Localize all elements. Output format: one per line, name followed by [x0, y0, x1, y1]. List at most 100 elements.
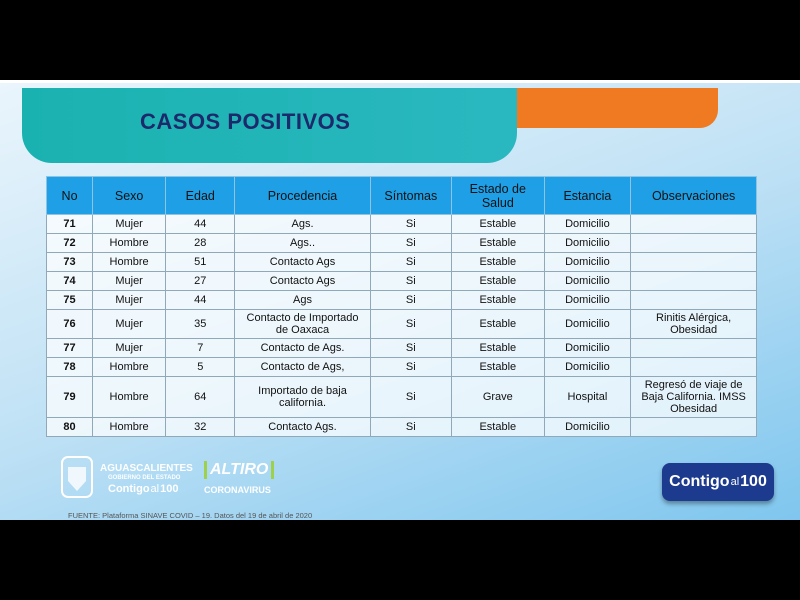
left-slogan: Contigoal100	[108, 483, 178, 495]
campaign: ALTIRO	[204, 461, 275, 479]
table-cell	[630, 252, 757, 272]
table-cell: Domicilio	[543, 252, 632, 272]
column-header: Procedencia	[234, 176, 371, 215]
table-cell: Estable	[451, 233, 545, 253]
table-cell: 32	[165, 417, 236, 437]
slogan-al: al	[150, 483, 160, 495]
table-cell: Hospital	[543, 376, 632, 418]
table-cell	[630, 357, 757, 377]
table-cell: Si	[369, 233, 453, 253]
table-cell: Mujer	[92, 214, 167, 234]
table-cell: Rinitis Alérgica, Obesidad	[630, 309, 757, 339]
column-header: Estancia	[543, 176, 632, 215]
table-cell: 75	[45, 290, 94, 310]
table-cell: Ags	[234, 290, 371, 310]
table-cell: 5	[165, 357, 236, 377]
table-cell: 77	[45, 338, 94, 358]
table-cell: Contacto de Ags,	[234, 357, 371, 377]
table-cell: Mujer	[92, 271, 167, 291]
table-cell: Ags..	[234, 233, 371, 253]
table-cell	[630, 417, 757, 437]
column-header: Observaciones	[630, 176, 757, 215]
table-cell: Hombre	[92, 357, 167, 377]
table-cell: Grave	[451, 376, 545, 418]
table-cell	[630, 290, 757, 310]
table-cell: Ags.	[234, 214, 371, 234]
table-cell: 74	[45, 271, 94, 291]
table-cell: 78	[45, 357, 94, 377]
column-header: Sexo	[92, 176, 167, 215]
table-cell: 72	[45, 233, 94, 253]
table-cell: Si	[369, 338, 453, 358]
table-body: 71 Mujer 44 Ags. Si Estable Domicilio 72 Hombre 2…	[45, 214, 757, 437]
table-cell: Estable	[451, 290, 545, 310]
campaign-sub: CORONAVIRUS	[204, 485, 271, 495]
table-cell: Domicilio	[543, 417, 632, 437]
table-cell: Si	[369, 290, 453, 310]
table-cell: Contacto de Importado de Oaxaca	[234, 309, 371, 339]
table-cell: Si	[369, 417, 453, 437]
table-cell: 73	[45, 252, 94, 272]
table-row: 79 Hombre 64 Importado de baja california. S…	[45, 376, 757, 418]
table-cell: Hombre	[92, 252, 167, 272]
table-cell: Estable	[451, 214, 545, 234]
slide: CASOS POSITIVOS No Sexo Edad Procedencia Sín…	[0, 80, 800, 520]
table-row: 77 Mujer 7 Contacto de Ags. Si Estable Domicil…	[45, 338, 757, 358]
table-cell	[630, 214, 757, 234]
column-header: Estado de Salud	[451, 176, 545, 215]
table-cell: Domicilio	[543, 271, 632, 291]
table-cell: Estable	[451, 252, 545, 272]
table-cell	[630, 338, 757, 358]
table-cell: Si	[369, 214, 453, 234]
table-cell	[630, 233, 757, 253]
badge-number: 100	[740, 473, 767, 490]
badge-al: al	[730, 476, 740, 488]
table-cell: Si	[369, 376, 453, 418]
table-cell	[630, 271, 757, 291]
table-cell: Importado de baja california.	[234, 376, 371, 418]
table-row: 78 Hombre 5 Contacto de Ags, Si Estable Domici…	[45, 357, 757, 377]
table-cell: Domicilio	[543, 290, 632, 310]
table-cell: Contacto Ags	[234, 252, 371, 272]
table-row: 73 Hombre 51 Contacto Ags Si Estable Domicilio	[45, 252, 757, 272]
table-cell: Estable	[451, 309, 545, 339]
table-row: 72 Hombre 28 Ags.. Si Estable Domicilio	[45, 233, 757, 253]
title: CASOS POSITIVOS	[140, 109, 351, 134]
table-cell: 79	[45, 376, 94, 418]
table-cell: Domicilio	[543, 357, 632, 377]
table-cell: 7	[165, 338, 236, 358]
table-cell: Si	[369, 252, 453, 272]
table-cell: Contacto de Ags.	[234, 338, 371, 358]
table-row: 74 Mujer 27 Contacto Ags Si Estable Domicilio	[45, 271, 757, 291]
table-cell: Domicilio	[543, 309, 632, 339]
state-name: AGUASCALIENTES	[100, 463, 193, 474]
table-cell: Estable	[451, 417, 545, 437]
table-cell: Mujer	[92, 290, 167, 310]
table-cell: 80	[45, 417, 94, 437]
table-row: 76 Mujer 35 Contacto de Importado de Oaxaca…	[45, 309, 757, 339]
table-cell: Mujer	[92, 338, 167, 358]
state-crest	[61, 456, 93, 498]
badge-word: Contigo	[669, 473, 730, 490]
table-cell: Estable	[451, 357, 545, 377]
table-cell: Contacto Ags.	[234, 417, 371, 437]
table-cell: Mujer	[92, 309, 167, 339]
table-cell: 71	[45, 214, 94, 234]
table-cell: Domicilio	[543, 214, 632, 234]
table-cell: Si	[369, 271, 453, 291]
table-cell: Domicilio	[543, 338, 632, 358]
table-cell: 44	[165, 214, 236, 234]
table-cell: Hombre	[92, 417, 167, 437]
table-cell: Regresó de viaje de Baja California. IMS…	[630, 376, 757, 418]
table-cell: 51	[165, 252, 236, 272]
table-row: 71 Mujer 44 Ags. Si Estable Domicilio	[45, 214, 757, 234]
table-cell: 27	[165, 271, 236, 291]
table-cell: 76	[45, 309, 94, 339]
table-cell: Estable	[451, 271, 545, 291]
column-header: Síntomas	[369, 176, 453, 215]
title-banner	[22, 88, 517, 163]
header-row: No Sexo Edad Procedencia Síntomas Estado de S…	[45, 176, 757, 215]
table-cell: 64	[165, 376, 236, 418]
table-cell: 35	[165, 309, 236, 339]
